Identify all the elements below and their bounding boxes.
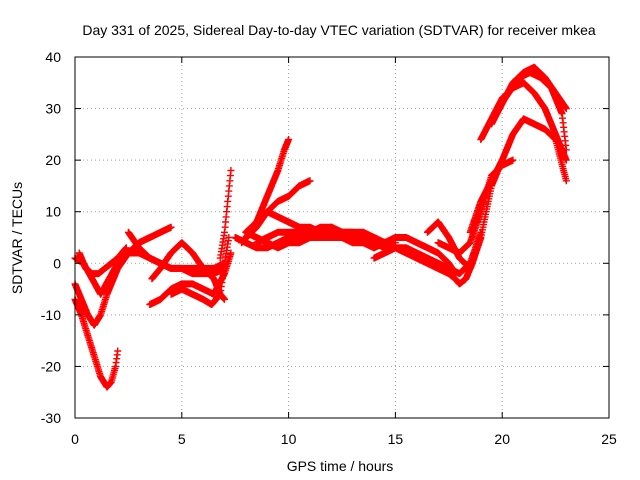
y-tick-label: 30 <box>45 101 61 117</box>
series-markers <box>148 239 228 303</box>
x-tick-label: 0 <box>71 431 79 447</box>
x-tick-label: 5 <box>178 431 186 447</box>
series-track-9 <box>216 167 235 262</box>
series-track-17 <box>370 234 459 278</box>
series-markers <box>75 244 130 278</box>
x-tick-label: 25 <box>601 431 617 447</box>
y-tick-label: -30 <box>41 410 61 426</box>
series-track-1 <box>71 295 122 391</box>
y-tick-label: 20 <box>45 152 61 168</box>
series-track-2 <box>71 223 175 329</box>
series-track-7 <box>148 239 228 303</box>
series-track-24 <box>494 69 570 154</box>
series-markers <box>167 234 233 308</box>
y-tick-label: 0 <box>53 255 61 271</box>
x-axis-label: GPS time / hours <box>287 458 394 474</box>
series-track-8 <box>167 234 233 308</box>
series-markers <box>216 167 235 262</box>
y-tick-label: -20 <box>41 358 61 374</box>
axis-ticks: 0 5 10 15 20 25 -30 -20 -10 0 10 20 30 40 <box>41 49 617 447</box>
plot-frame <box>74 56 610 419</box>
series-track-4 <box>75 244 130 278</box>
series-markers <box>494 69 570 154</box>
x-tick-label: 10 <box>281 431 297 447</box>
y-tick-label: 10 <box>45 204 61 220</box>
x-tick-label: 15 <box>388 431 404 447</box>
y-tick-label: 40 <box>45 49 61 65</box>
x-tick-label: 20 <box>494 431 510 447</box>
series-markers <box>370 234 459 278</box>
y-axis-label: SDTVAR / TECUs <box>9 182 25 294</box>
chart-title: Day 331 of 2025, Sidereal Day-to-day VTE… <box>82 22 595 38</box>
data-series <box>71 63 570 391</box>
series-markers <box>71 295 122 391</box>
series-markers <box>71 223 175 329</box>
y-tick-label: -10 <box>41 307 61 323</box>
